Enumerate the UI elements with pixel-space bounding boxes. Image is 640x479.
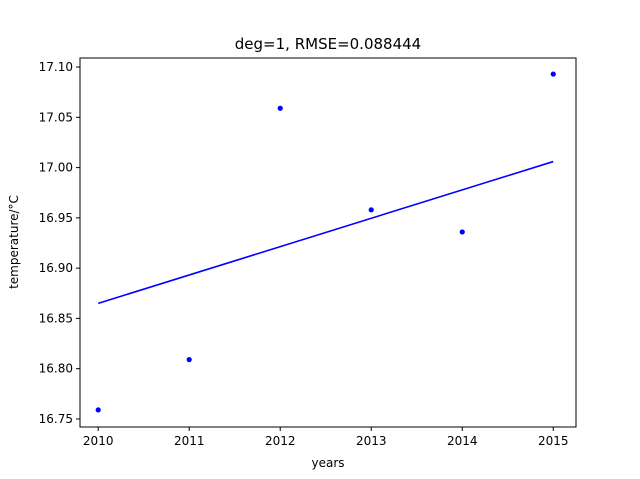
y-tick-label: 17.05 — [39, 110, 73, 124]
data-points-layer — [95, 71, 556, 413]
plot-area-background — [80, 58, 576, 427]
plot-area-frame — [79, 57, 577, 428]
data-point — [277, 105, 283, 111]
x-tick-label: 2014 — [447, 434, 478, 448]
x-tick-label: 2015 — [538, 434, 569, 448]
y-axis-label: temperature/°C — [7, 195, 21, 289]
y-tick-label: 17.00 — [39, 161, 73, 175]
data-point — [459, 229, 465, 235]
fit-line-layer — [97, 160, 554, 305]
x-tick-label: 2010 — [83, 434, 114, 448]
y-axis-ticks: 16.75 16.80 16.85 16.90 16.95 17.00 17.05 17.10 — [39, 60, 80, 426]
y-tick-label: 16.85 — [39, 311, 73, 325]
x-tick-label: 2011 — [174, 434, 205, 448]
x-tick-label: 2013 — [356, 434, 387, 448]
fit-line — [97, 160, 554, 305]
y-tick-label: 16.95 — [39, 211, 73, 225]
data-point — [186, 357, 192, 363]
y-tick-label: 17.10 — [39, 60, 73, 74]
data-point — [368, 207, 374, 213]
x-axis-label: years — [311, 456, 344, 470]
y-tick-label: 16.80 — [39, 362, 73, 376]
data-point — [550, 71, 556, 77]
x-axis-ticks: 2010 2011 2012 2013 2014 2015 — [83, 427, 569, 448]
data-point — [95, 407, 101, 413]
x-tick-label: 2012 — [265, 434, 296, 448]
chart-title: deg=1, RMSE=0.088444 — [235, 35, 421, 53]
y-tick-label: 16.90 — [39, 261, 73, 275]
y-tick-label: 16.75 — [39, 412, 73, 426]
